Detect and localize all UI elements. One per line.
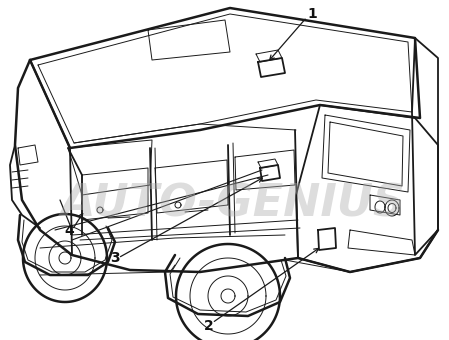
- Text: 3: 3: [110, 251, 119, 266]
- Text: 2: 2: [204, 319, 214, 334]
- Text: AUTO-GENIUS: AUTO-GENIUS: [61, 183, 406, 225]
- Text: 1: 1: [307, 6, 317, 21]
- Text: 4: 4: [65, 224, 75, 238]
